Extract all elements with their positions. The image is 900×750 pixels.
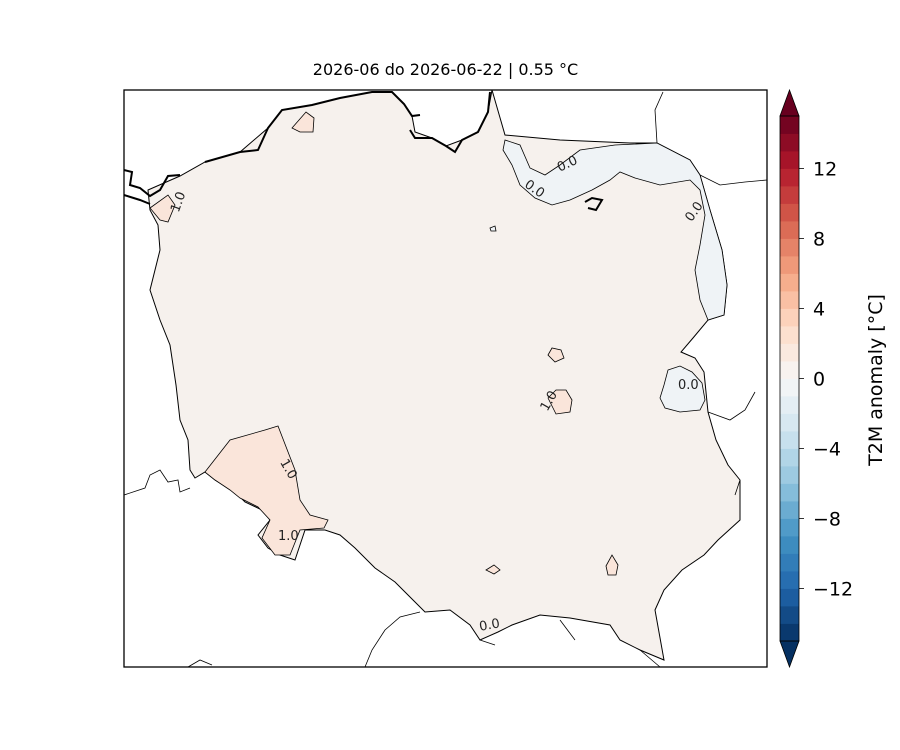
colorbar-segment: [780, 326, 799, 344]
colorbar-segment: [780, 571, 799, 589]
warm-anomaly-coast: [291, 111, 315, 133]
colorbar-tick-label: −8: [813, 509, 841, 531]
colorbar-segment: [780, 431, 799, 449]
cool-anomaly-east: [659, 365, 706, 413]
colorbar-segment: [780, 501, 799, 519]
warm-anomaly-southwest: [204, 425, 329, 556]
colorbar-segment: [780, 623, 799, 642]
colorbar-extend-max: [779, 88, 800, 117]
cool-anomaly-northeast: [502, 139, 728, 321]
cool-anomaly-small: [489, 225, 497, 232]
colorbar-segment: [780, 133, 799, 152]
colorbar-segment: [780, 361, 799, 379]
warm-anomaly-south: [485, 564, 501, 575]
colorbar-segment: [780, 588, 799, 607]
coastline: [123, 91, 604, 212]
colorbar-label: T2M anomaly [°C]: [865, 294, 887, 467]
colorbar-segment: [780, 186, 799, 204]
colorbar-segment: [780, 343, 799, 362]
colorbar-ticks: 12 8 4 0 −4 −8 −12: [799, 159, 853, 601]
colorbar-segment: [780, 256, 799, 274]
colorbar-segment: [780, 151, 799, 169]
colorbar-segment: [780, 238, 799, 257]
contour-label: 0.0: [478, 616, 501, 634]
colorbar-segment: [780, 291, 799, 309]
colorbar-segment: [780, 308, 799, 327]
colorbar-segment: [780, 606, 799, 624]
colorbar-segment: [780, 518, 799, 537]
colorbar-segment: [780, 221, 799, 239]
colorbar-segment: [780, 448, 799, 467]
map-area: [123, 89, 768, 668]
colorbar-segment: [780, 553, 799, 572]
colorbar-tick-label: −4: [813, 439, 841, 461]
colorbar-tick-label: 8: [813, 229, 825, 251]
colorbar-segment: [780, 466, 799, 484]
colorbar-segment: [780, 536, 799, 554]
colorbar: [779, 88, 800, 669]
warm-anomaly-center: [547, 389, 573, 415]
border-west-lines: [123, 469, 213, 668]
colorbar-tick-label: −12: [813, 579, 853, 601]
border-east-lines: [654, 91, 768, 496]
colorbar-segment: [780, 483, 799, 502]
colorbar-extend-min: [779, 640, 800, 669]
contour-label: 1.0: [168, 190, 189, 215]
colorbar-segment: [780, 116, 799, 134]
colorbar-tick-label: 12: [813, 159, 837, 181]
contour-label: 1.0: [278, 529, 299, 544]
colorbar-segment: [780, 273, 799, 292]
colorbar-tick-label: 0: [813, 369, 825, 391]
warm-anomaly-northwest: [149, 194, 176, 223]
warm-anomaly-center-small: [547, 347, 565, 363]
warm-anomaly-southeast: [605, 554, 619, 576]
contour-label: 0.0: [678, 378, 699, 393]
map-title: 2026-06 do 2026-06-22 | 0.55 °C: [312, 60, 579, 79]
colorbar-segment: [780, 413, 799, 432]
map-frame: [123, 89, 768, 668]
colorbar-segment: [780, 396, 799, 414]
colorbar-segment: [780, 378, 799, 397]
colorbar-segment: [780, 168, 799, 187]
colorbar-segment: [780, 203, 799, 222]
colorbar-tick-label: 4: [813, 299, 825, 321]
border-south-lines: [364, 611, 661, 668]
